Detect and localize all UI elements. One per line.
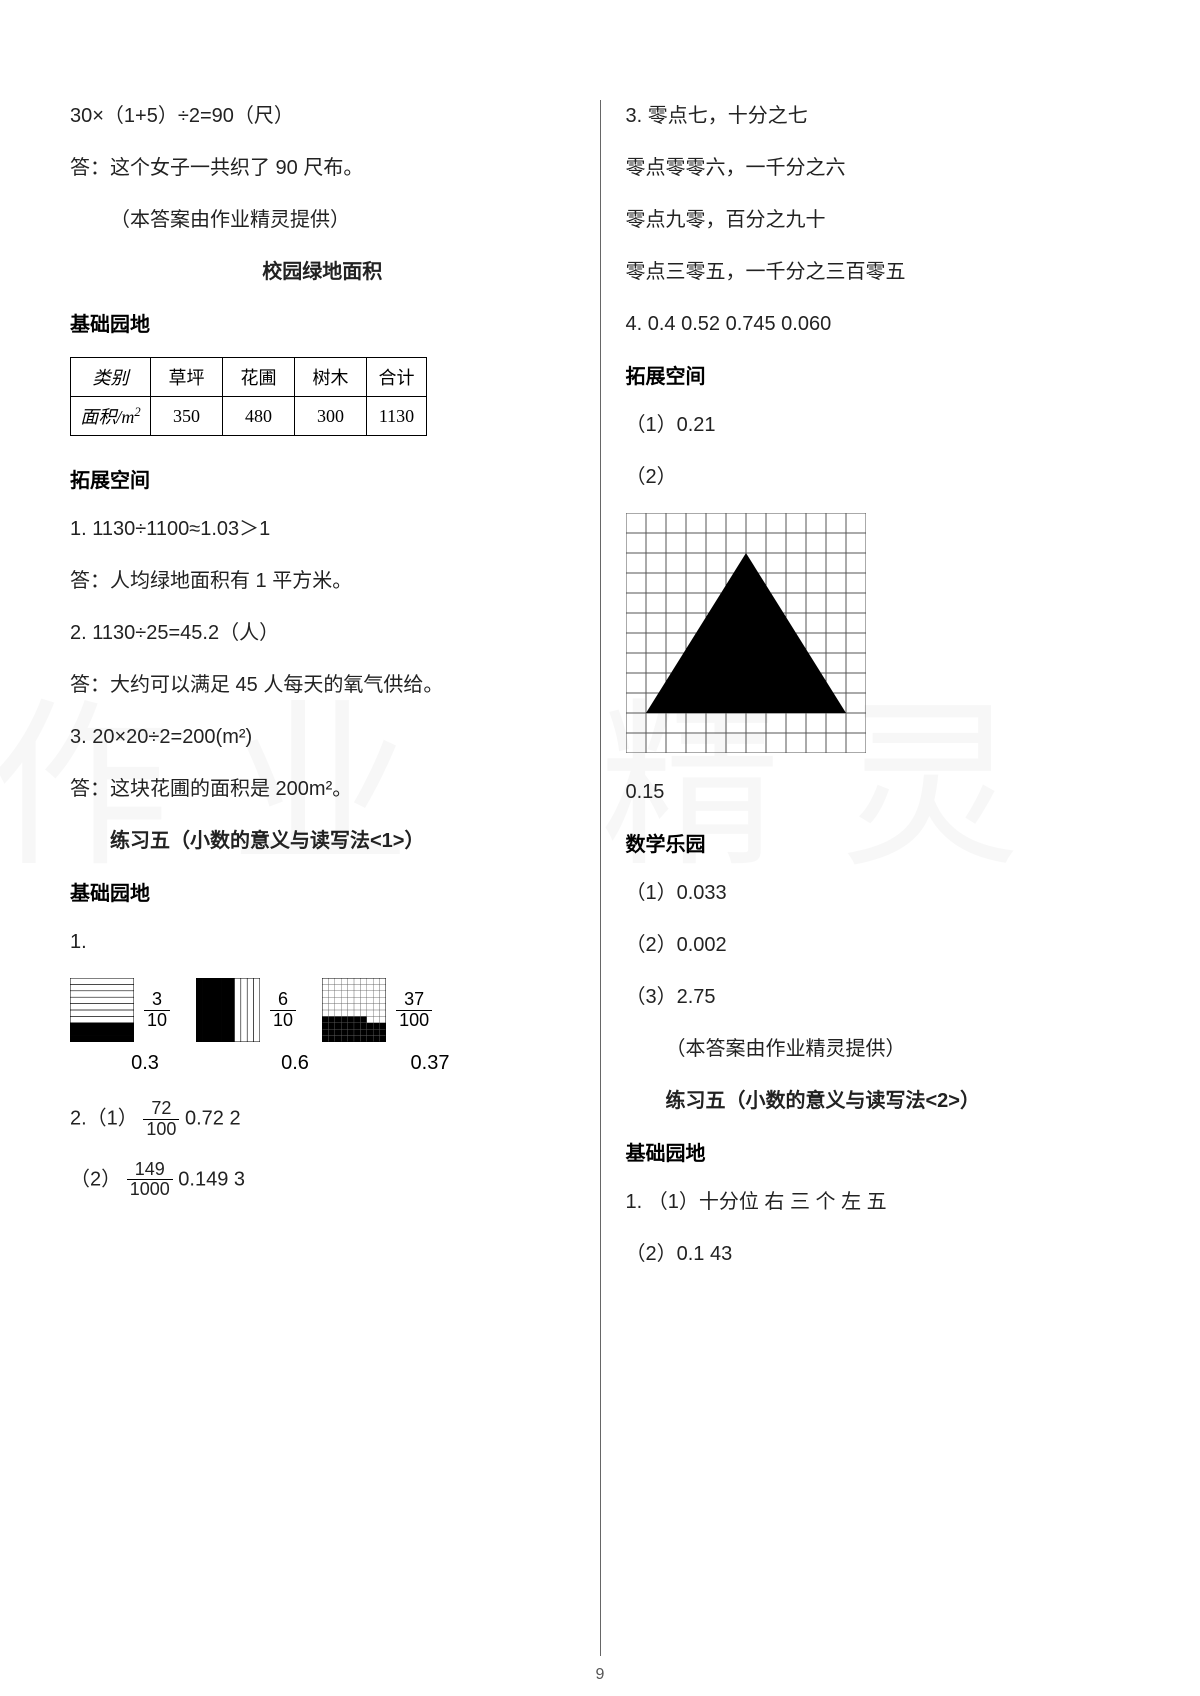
equation-line: 30×（1+5）÷2=90（尺） [70,100,575,132]
two-column-layout: 30×（1+5）÷2=90（尺） 答：这个女子一共织了 90 尺布。 （本答案由… [70,100,1130,1656]
subsection-heading: 基础园地 [70,877,575,906]
text-line: 零点九零，百分之九十 [626,204,1131,236]
text-line: 零点三零五，一千分之三百零五 [626,256,1131,288]
fraction: 149 1000 [127,1160,173,1201]
section-title: 练习五（小数的意义与读写法<2>） [626,1085,1131,1117]
fraction-diagrams-row: 310 610 37100 [70,978,575,1042]
answer-line: （2）0.002 [626,929,1131,961]
answer-line: （3）2.75 [626,981,1131,1013]
subsection-heading: 基础园地 [626,1137,1131,1166]
section-title: 练习五（小数的意义与读写法<1>） [70,825,575,857]
answer-line: 答：这块花圃的面积是 200m²。 [70,773,575,805]
q2-rest: 0.72 2 [185,1108,241,1130]
problem-line: 3. 20×20÷2=200(m²) [70,721,575,753]
problem-line: 1. 1130÷1100≈1.03＞1 [70,513,575,545]
right-column: 3. 零点七，十分之七 零点零零六，一千分之六 零点九零，百分之九十 零点三零五… [600,100,1131,1656]
q2b-rest: 0.149 3 [178,1168,245,1190]
section-title: 校园绿地面积 [70,256,575,288]
fraction-denominator: 100 [143,1120,179,1140]
fraction-numerator: 72 [143,1099,179,1120]
answer-line: 1. （1）十分位 右 三 个 左 五 [626,1186,1131,1218]
note-line: （本答案由作业精灵提供） [70,204,575,236]
triangle-grid-diagram [626,513,1131,758]
answer-value: 0.15 [626,776,1131,808]
fraction-numerator: 149 [127,1160,173,1181]
left-column: 30×（1+5）÷2=90（尺） 答：这个女子一共织了 90 尺布。 （本答案由… [70,100,600,1656]
subsection-heading: 数学乐园 [626,828,1131,857]
answer-line: （2） [626,461,1131,493]
subsection-heading: 基础园地 [70,308,575,337]
answer-line: 答：大约可以满足 45 人每天的氧气供给。 [70,669,575,701]
question-line: （2） 149 1000 0.149 3 [70,1160,575,1201]
answer-line: （2）0.1 43 [626,1238,1131,1270]
answer-line: （1）0.21 [626,409,1131,441]
area-table: 类别草坪花圃树木合计面积/m23504803001130 [70,357,427,436]
decimals-row: 0.30.60.37 [70,1052,575,1075]
page-number: 9 [596,1666,605,1684]
problem-line: 2. 1130÷25=45.2（人） [70,617,575,649]
q2b-prefix: （2） [70,1168,121,1190]
subsection-heading: 拓展空间 [70,464,575,493]
question-line: 2.（1） 72 100 0.72 2 [70,1099,575,1140]
subsection-heading: 拓展空间 [626,360,1131,389]
fraction-block: 310 [70,978,170,1042]
note-line: （本答案由作业精灵提供） [626,1033,1131,1065]
text-line: 零点零零六，一千分之六 [626,152,1131,184]
fraction-block: 610 [196,978,296,1042]
answer-line: （1）0.033 [626,877,1131,909]
answer-line: 答：人均绿地面积有 1 平方米。 [70,565,575,597]
fraction: 72 100 [143,1099,179,1140]
question-number: 1. [70,926,575,958]
q2-prefix: 2.（1） [70,1108,138,1130]
answer-line: 答：这个女子一共织了 90 尺布。 [70,152,575,184]
fraction-block: 37100 [322,978,432,1042]
text-line: 4. 0.4 0.52 0.745 0.060 [626,308,1131,340]
fraction-denominator: 1000 [127,1180,173,1200]
text-line: 3. 零点七，十分之七 [626,100,1131,132]
